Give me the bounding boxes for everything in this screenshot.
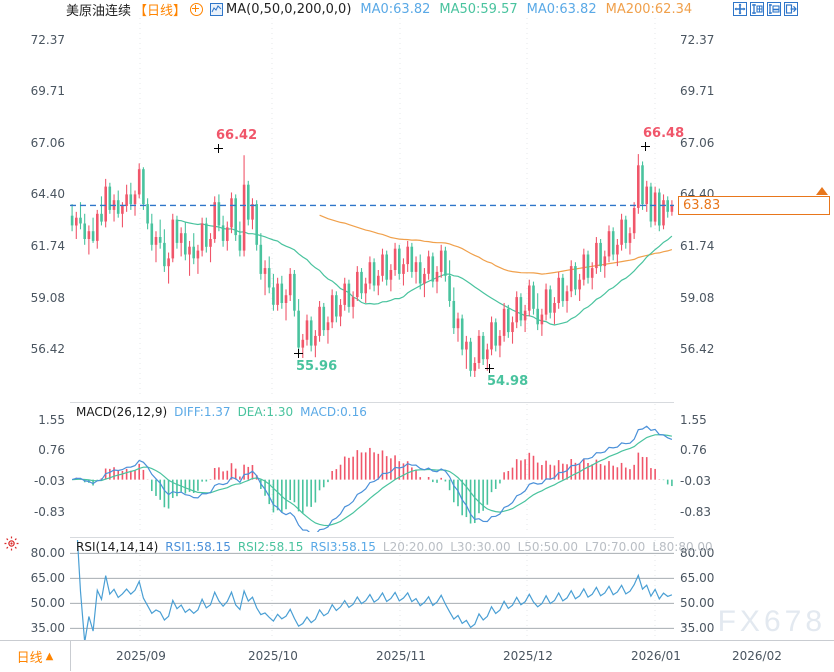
ma0-value: MA0:63.82 [360, 1, 431, 17]
axis-tick: -0.83 [680, 504, 712, 519]
ma0b-value: MA0:63.82 [526, 1, 597, 17]
axis-tick: 61.74 [30, 238, 65, 253]
axis-tick: 72.37 [30, 32, 65, 47]
settings-sun-icon[interactable] [4, 536, 19, 551]
macd-svg [71, 404, 673, 532]
divider-macd-rsi [70, 537, 674, 538]
axis-tick: 65.00 [680, 571, 715, 586]
rsi-level-30: L30:30.00 [450, 540, 511, 554]
export-tool-icon[interactable] [784, 2, 798, 16]
measure-left-tool-icon[interactable] [750, 2, 764, 16]
date-axis-label: 2026/01 [631, 649, 681, 663]
axis-tick: 67.06 [30, 135, 65, 150]
date-axis-label: 2025/09 [116, 649, 166, 663]
axis-tick: -0.83 [33, 504, 65, 519]
rsi2-value: RSI2:58.15 [237, 540, 304, 554]
rsi3-value: RSI3:58.15 [310, 540, 376, 554]
period-selector-button[interactable]: 日线 ▲ [0, 641, 71, 671]
axis-tick: -0.03 [680, 473, 712, 488]
axis-tick: 69.71 [30, 84, 65, 99]
axis-tick: 56.42 [680, 342, 715, 357]
ma200-value: MA200:62.34 [605, 1, 693, 17]
axis-tick: 69.71 [680, 84, 715, 99]
swing-marker-icon [485, 362, 494, 373]
axis-tick: 1.55 [38, 412, 65, 427]
rsi-level-20: L20:20.00 [382, 540, 444, 554]
axis-tick: 72.37 [680, 32, 715, 47]
axis-tick: 35.00 [680, 621, 715, 636]
divider-price-macd [70, 402, 674, 403]
chevron-up-icon: ▲ [45, 650, 54, 662]
period-selector-label: 日线 [16, 650, 43, 666]
axis-tick: -0.03 [33, 473, 65, 488]
axis-tick: 0.76 [680, 443, 707, 458]
axis-tick: 35.00 [30, 621, 65, 636]
date-axis-label: 2026/02 [732, 649, 782, 663]
macd-axis-right: -0.83 -0.03 0.76 1.55 [676, 404, 776, 519]
axis-tick: 64.40 [30, 187, 65, 202]
macd-axis-left: -0.83 -0.03 0.76 1.55 [0, 404, 68, 519]
date-axis: 日线 ▲ 2025/09 2025/10 2025/11 2025/12 2026/01… [0, 640, 834, 672]
axis-tick: 59.08 [680, 290, 715, 305]
date-axis-label: 2025/10 [248, 649, 298, 663]
last-price-tag[interactable]: 63.83 [678, 196, 830, 216]
rsi-name: RSI(14,14,14) [76, 540, 159, 554]
macd-value: MACD:0.16 [300, 405, 367, 419]
axis-tick: 80.00 [30, 546, 65, 561]
swing-high-label: 66.48 [643, 126, 685, 141]
macd-name: MACD(26,12,9) [76, 405, 168, 419]
axis-tick: 50.00 [680, 596, 715, 611]
axis-tick: 0.76 [38, 443, 65, 458]
symbol-name: 美原油连续 [66, 3, 132, 19]
macd-dea: DEA:1.30 [237, 405, 294, 419]
axis-tick: 65.00 [30, 571, 65, 586]
last-price-arrow-icon [816, 187, 828, 196]
rsi-title: RSI(14,14,14) RSI1:58.15 RSI2:58.15 RSI3:58… [76, 540, 720, 554]
swing-low-label: 54.98 [487, 374, 529, 389]
axis-tick: 61.74 [680, 238, 715, 253]
price-chart-panel[interactable] [70, 18, 674, 396]
period-label: 【日线】 [134, 3, 187, 19]
axis-tick: 67.06 [680, 135, 715, 150]
axis-tick: 1.55 [680, 412, 707, 427]
macd-panel[interactable] [70, 404, 674, 532]
rsi-level-80: L80:80.00 [652, 540, 713, 554]
rsi-level-70: L70:70.00 [584, 540, 646, 554]
ma50-value: MA50:59.57 [439, 1, 518, 17]
crosshair-circle-icon[interactable] [190, 2, 204, 16]
price-axis-left: 72.37 69.71 67.06 64.40 61.74 59.08 56.42 [0, 18, 68, 356]
axis-tick: 50.00 [30, 596, 65, 611]
rsi-panel[interactable] [70, 540, 674, 640]
ma-indicator-icon[interactable] [210, 2, 224, 16]
swing-marker-icon [214, 142, 223, 153]
rsi1-value: RSI1:58.15 [165, 540, 231, 554]
swing-marker-icon [641, 140, 650, 151]
date-axis-label: 2025/12 [503, 649, 553, 663]
measure-right-tool-icon[interactable] [767, 2, 781, 16]
price-axis-right: 72.37 69.71 67.06 64.40 61.74 59.08 56.42 [676, 18, 776, 356]
chart-toolbar [733, 2, 798, 16]
swing-marker-icon [294, 347, 303, 358]
rsi-level-50: L50:50.00 [517, 540, 578, 554]
watermark: FX678 [717, 605, 826, 638]
date-axis-label: 2025/11 [376, 649, 426, 663]
swing-low-label: 55.96 [296, 359, 338, 374]
chart-header: 美原油连续 【日线】 MA(0,50,0,200,0,0) MA0:63.82 … [0, 0, 834, 19]
axis-tick: 56.42 [30, 342, 65, 357]
axis-tick: 59.08 [30, 290, 65, 305]
ma-formula-label: MA(0,50,0,200,0,0) [226, 1, 352, 17]
swing-high-label: 66.42 [216, 128, 258, 143]
price-candles-svg [70, 18, 674, 396]
macd-diff: DIFF:1.37 [174, 405, 231, 419]
rsi-svg [70, 540, 674, 640]
macd-title: MACD(26,12,9) DIFF:1.37 DEA:1.30 MACD:0.16 [76, 405, 374, 419]
crosshair-tool-icon[interactable] [733, 2, 747, 16]
